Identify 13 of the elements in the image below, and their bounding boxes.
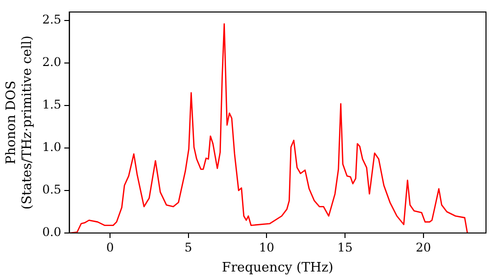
y-tick-label: 2.5 <box>42 12 62 27</box>
x-axis-title: Frequency (THz) <box>222 260 334 276</box>
x-tick-label: 5 <box>184 240 192 254</box>
y-tick-label: 0.0 <box>42 225 62 240</box>
x-tick-label: 20 <box>416 240 431 254</box>
x-tick-label: 0 <box>106 240 114 254</box>
y-tick-label: 0.5 <box>42 182 62 197</box>
y-tick-label: 1.0 <box>42 140 62 154</box>
x-tick-label: 15 <box>337 240 353 254</box>
y-tick-label: 1.5 <box>42 98 62 112</box>
y-tick-label: 2.0 <box>42 55 62 70</box>
x-tick-label: 10 <box>259 240 274 254</box>
y-axis-title: Phonon DOS (States/THz·primitive cell) <box>4 35 35 210</box>
